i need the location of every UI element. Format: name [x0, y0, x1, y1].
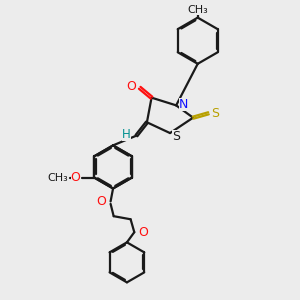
Text: O: O	[96, 195, 106, 208]
Text: H: H	[122, 128, 131, 141]
Text: CH₃: CH₃	[187, 5, 208, 15]
Text: S: S	[212, 107, 220, 120]
Text: S: S	[172, 130, 180, 143]
Text: O: O	[138, 226, 148, 239]
Text: O: O	[71, 171, 80, 184]
Text: N: N	[178, 98, 188, 111]
Text: CH₃: CH₃	[47, 173, 68, 183]
Text: O: O	[126, 80, 136, 93]
